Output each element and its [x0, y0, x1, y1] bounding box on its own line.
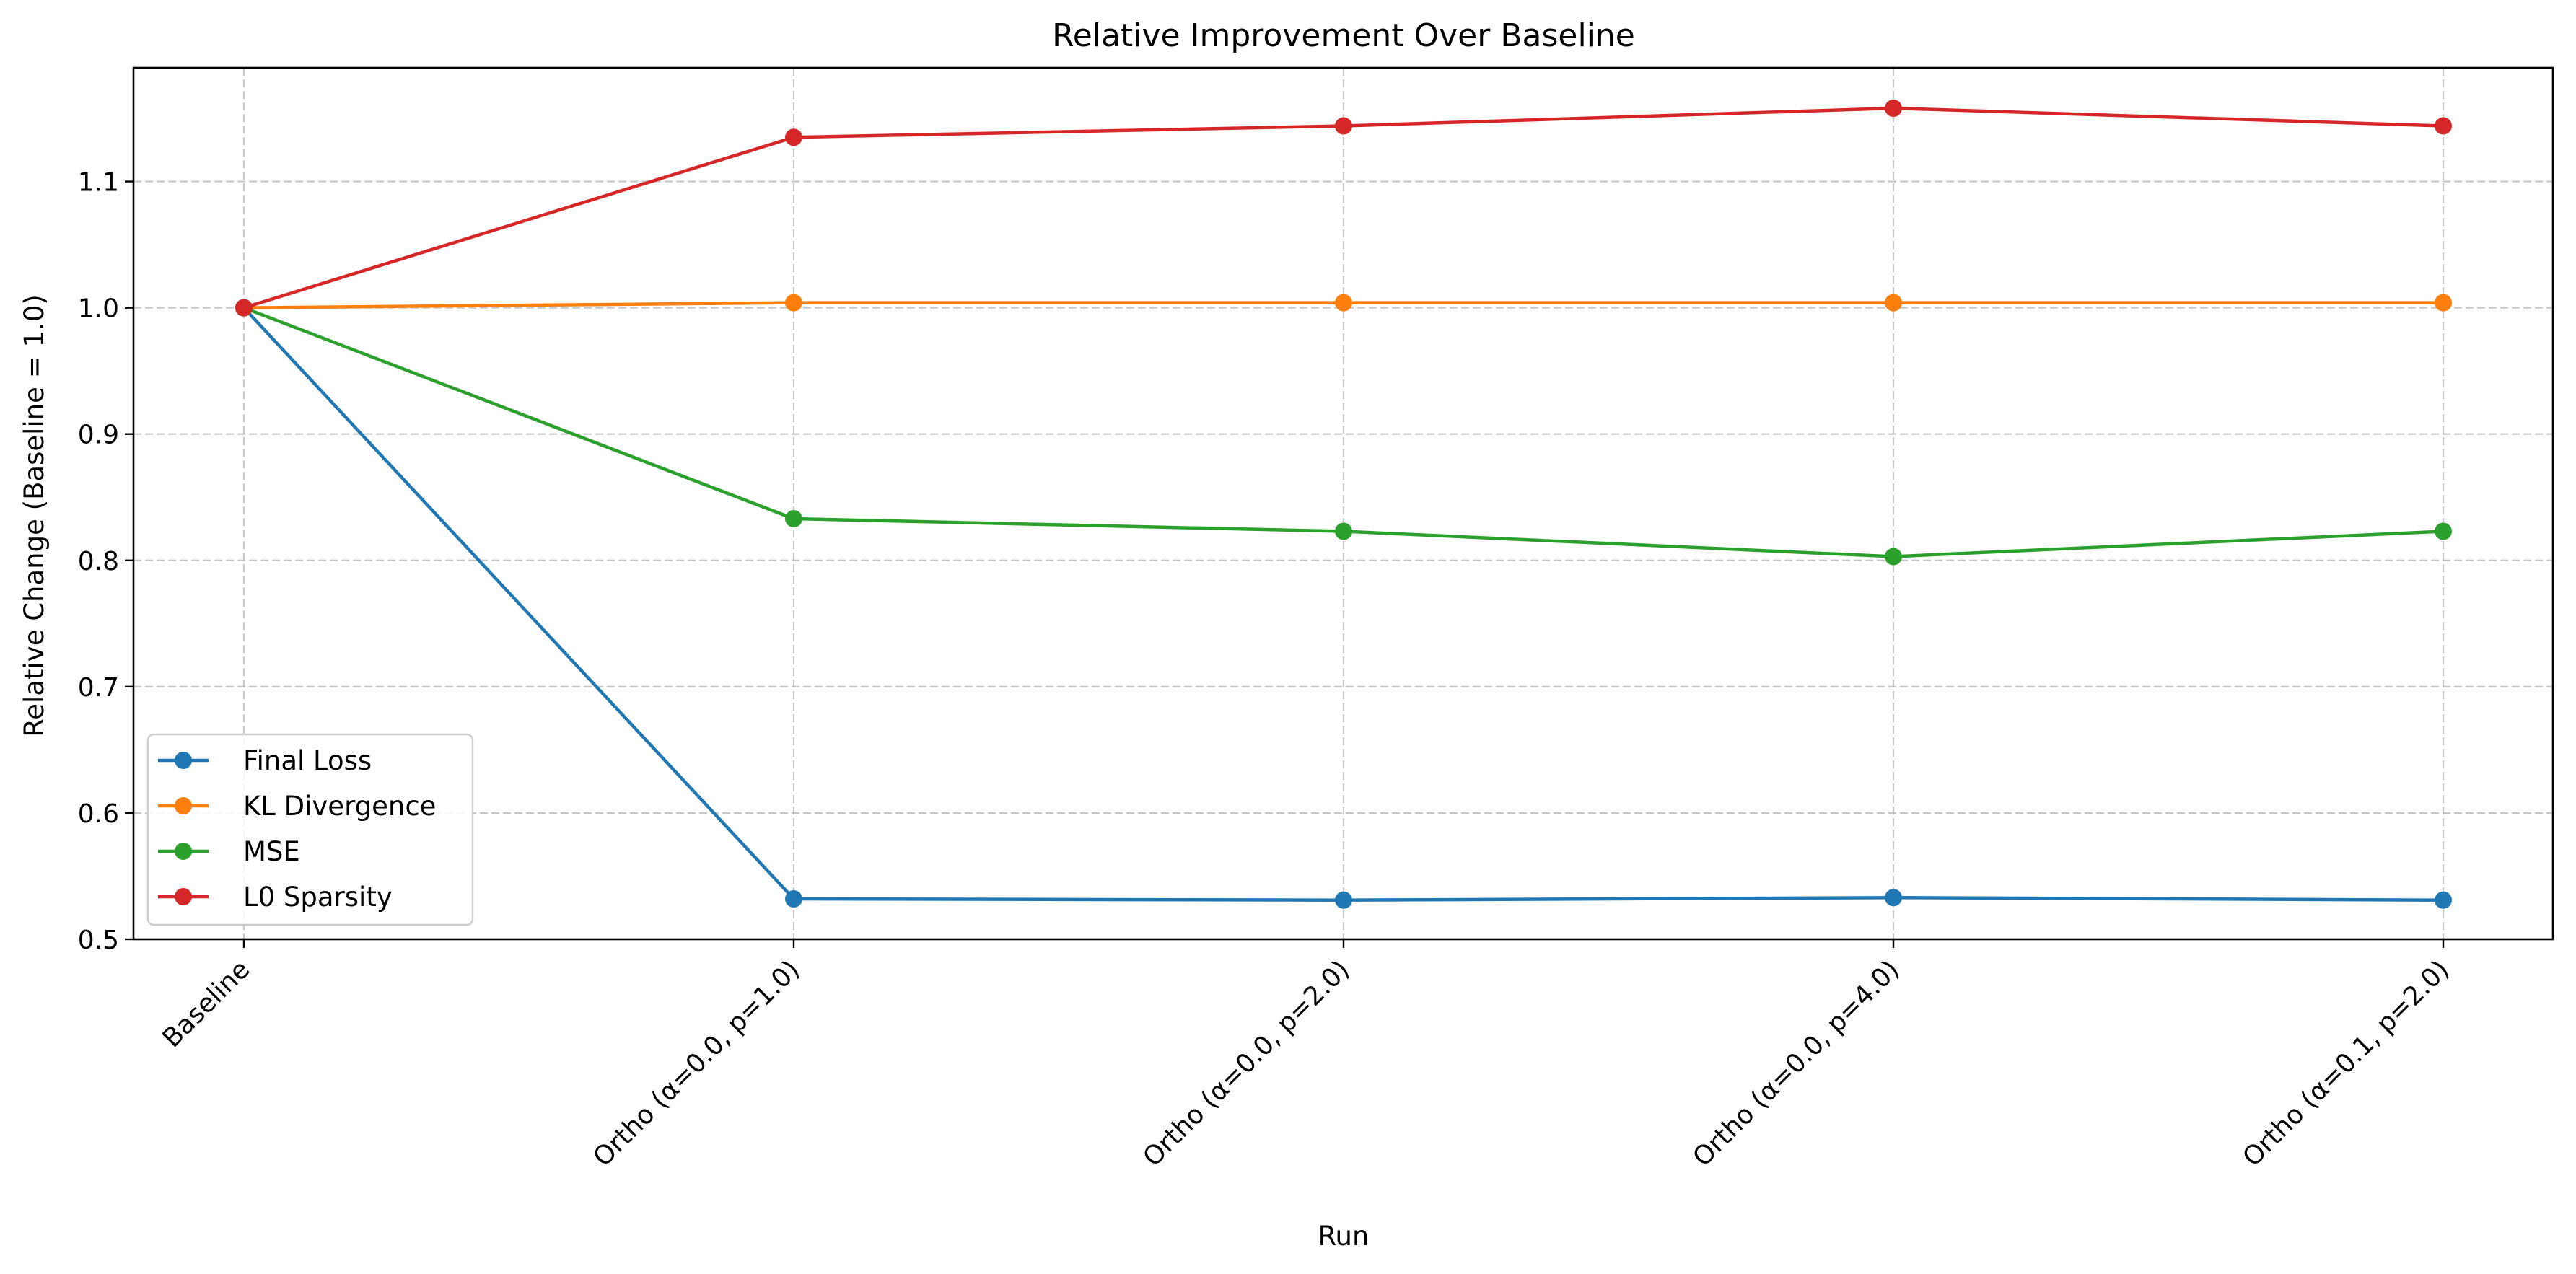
x-axis-title: Run: [1318, 1221, 1370, 1252]
legend-item: KL Divergence: [158, 791, 436, 822]
data-point: [785, 510, 802, 528]
data-point: [235, 299, 253, 317]
legend-item: Final Loss: [158, 745, 372, 776]
data-point: [2435, 522, 2452, 540]
x-tick-label: Ortho (α=0.0, p=2.0): [1137, 954, 1355, 1172]
chart-title: Relative Improvement Over Baseline: [1052, 17, 1635, 54]
legend-swatch-marker: [175, 888, 192, 905]
data-point: [1885, 100, 1902, 118]
y-tick-label: 0.8: [78, 547, 119, 576]
y-tick-label: 1.1: [78, 168, 119, 198]
data-point: [785, 889, 802, 908]
legend-item: MSE: [158, 836, 300, 867]
x-tick-label: Ortho (α=0.0, p=1.0): [587, 954, 805, 1172]
legend-item: L0 Sparsity: [158, 882, 393, 913]
x-tick-label: Ortho (α=0.0, p=4.0): [1687, 954, 1905, 1172]
legend-swatch-marker: [175, 843, 192, 860]
data-point: [1335, 522, 1352, 540]
x-tick-label: Ortho (α=0.1, p=2.0): [2237, 954, 2455, 1172]
data-point: [1885, 889, 1902, 907]
data-point: [785, 294, 802, 312]
y-tick-label: 1.0: [78, 294, 119, 324]
y-axis: 0.5 0.6 0.7 0.8 0.9 1.0 1.1: [78, 168, 133, 955]
legend-label: Final Loss: [243, 745, 372, 776]
x-tick-label: Baseline: [157, 954, 255, 1053]
y-axis-title: Relative Change (Baseline = 1.0): [19, 294, 50, 737]
data-point: [785, 128, 802, 146]
data-point: [1335, 891, 1352, 909]
legend-label: KL Divergence: [243, 791, 436, 822]
series-l0-sparsity: [235, 100, 2452, 317]
data-point: [2435, 117, 2452, 135]
series-kl-divergence: [235, 294, 2452, 317]
data-point: [1335, 294, 1352, 312]
series-layer: [235, 100, 2452, 909]
y-tick-label: 0.9: [78, 421, 119, 450]
data-point: [2435, 891, 2452, 909]
y-tick-label: 0.7: [78, 673, 119, 703]
grid: [133, 68, 2553, 941]
data-point: [2435, 294, 2452, 312]
data-point: [1885, 294, 1902, 312]
legend-swatch-marker: [175, 797, 192, 814]
y-tick-label: 0.5: [78, 926, 119, 955]
x-axis: Baseline Ortho (α=0.0, p=1.0) Ortho (α=0.0…: [157, 939, 2455, 1172]
legend-label: MSE: [243, 836, 300, 867]
y-tick-label: 0.6: [78, 799, 119, 829]
legend-swatch-marker: [175, 752, 192, 769]
legend-box: [146, 733, 474, 926]
legend-label: L0 Sparsity: [243, 882, 393, 913]
data-point: [1335, 117, 1352, 135]
data-point: [1885, 548, 1902, 566]
legend: Final Loss KL Divergence MSE L0 Sparsity: [146, 733, 474, 926]
